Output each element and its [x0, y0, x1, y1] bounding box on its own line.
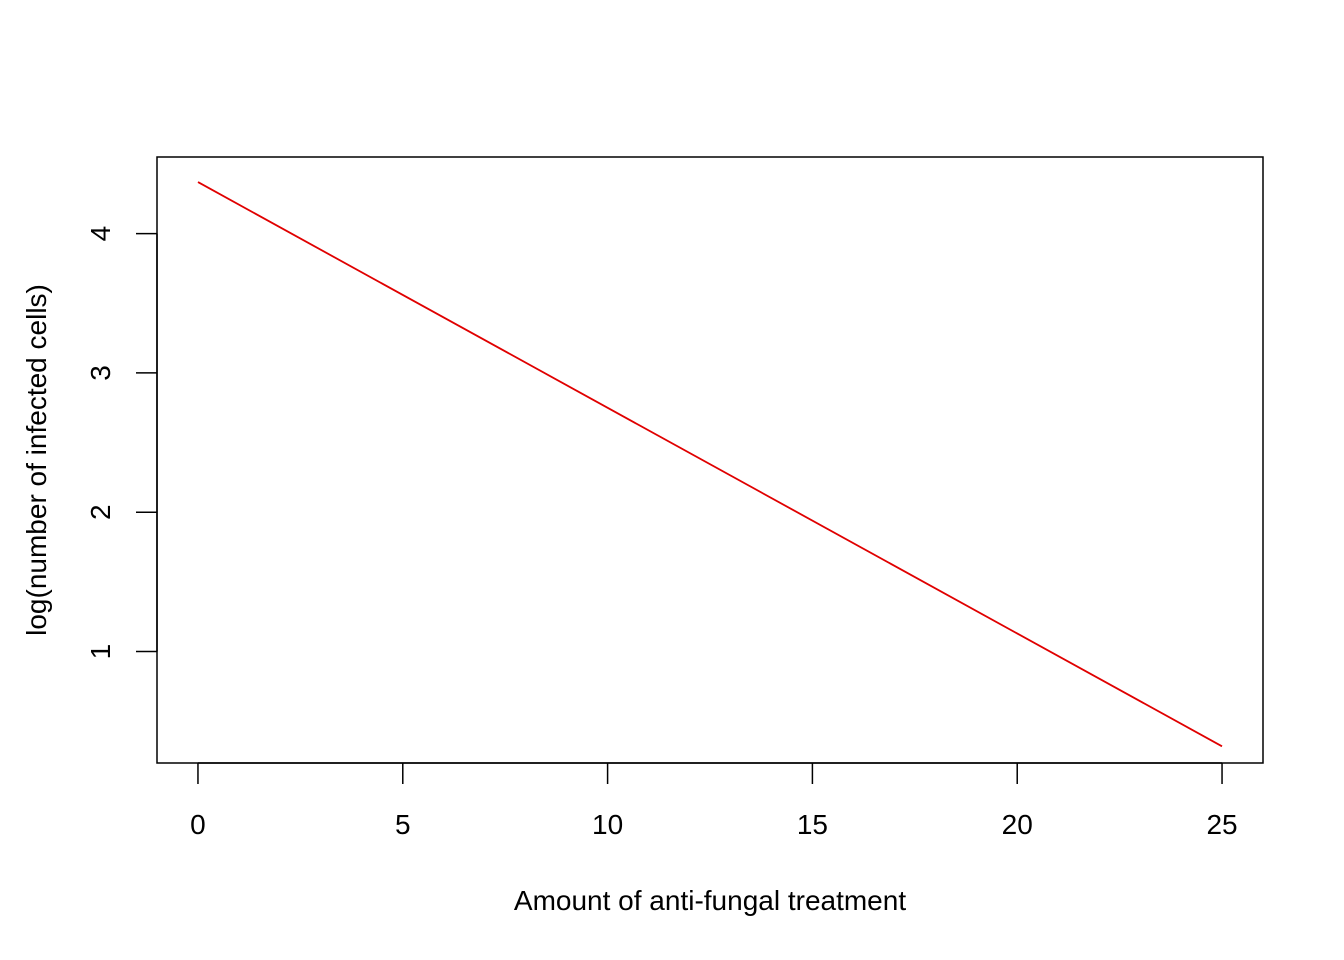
x-tick-label: 25 [1206, 809, 1237, 840]
series-layer [197, 181, 1223, 748]
series-line [197, 181, 1223, 748]
plot-frame [156, 156, 1264, 764]
x-tick-label: 15 [797, 809, 828, 840]
y-tick-label: 1 [85, 644, 116, 660]
y-tick-label: 4 [85, 226, 116, 242]
y-axis: 1 2 3 4 [85, 226, 158, 660]
x-axis: 0 5 10 15 20 25 [190, 762, 1238, 840]
x-axis-title: Amount of anti-fungal treatment [514, 885, 906, 916]
x-tick-label: 5 [395, 809, 411, 840]
y-tick-label: 2 [85, 504, 116, 520]
y-tick-label: 3 [85, 365, 116, 381]
x-tick-label: 0 [190, 809, 206, 840]
y-axis-title: log(number of infected cells) [21, 284, 52, 636]
x-tick-label: 20 [1002, 809, 1033, 840]
x-tick-label: 10 [592, 809, 623, 840]
